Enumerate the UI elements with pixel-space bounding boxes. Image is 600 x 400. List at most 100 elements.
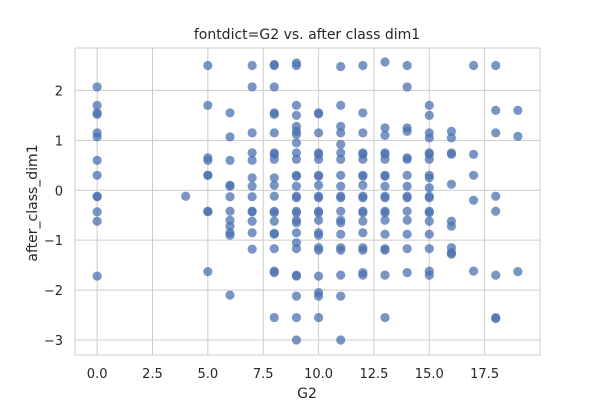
data-point	[513, 131, 523, 141]
data-point	[336, 291, 346, 301]
y-tick-label: −3	[44, 334, 63, 349]
data-point	[358, 270, 368, 280]
data-point	[491, 60, 501, 71]
y-axis-label: after_class_dim1	[25, 144, 41, 261]
data-point	[402, 268, 412, 278]
data-points	[92, 57, 523, 345]
data-point	[402, 215, 412, 225]
data-point	[269, 173, 279, 183]
data-point	[380, 181, 390, 191]
data-point	[291, 312, 302, 323]
data-point	[358, 208, 368, 218]
data-point	[313, 109, 324, 119]
data-point	[336, 61, 346, 72]
data-point	[291, 148, 302, 158]
data-point	[181, 191, 191, 201]
data-point	[402, 193, 412, 203]
data-point	[402, 170, 412, 180]
data-point	[203, 267, 213, 277]
y-tick-label: −1	[44, 234, 63, 249]
data-point	[468, 170, 479, 180]
data-point	[468, 149, 479, 159]
data-point	[313, 154, 324, 164]
data-point	[402, 181, 412, 191]
data-point	[269, 82, 279, 92]
data-point	[336, 229, 346, 239]
data-point	[225, 290, 235, 300]
data-point	[358, 128, 368, 138]
data-point	[291, 171, 302, 181]
data-point	[269, 154, 279, 164]
data-point	[291, 100, 302, 111]
data-point	[313, 171, 324, 181]
data-point	[225, 108, 235, 118]
data-point	[513, 267, 523, 277]
data-point	[291, 110, 302, 120]
data-point	[336, 148, 346, 158]
data-point	[247, 216, 257, 226]
data-point	[291, 154, 302, 164]
data-point	[446, 249, 457, 259]
data-point	[336, 154, 346, 164]
data-point	[225, 132, 235, 142]
data-point	[269, 216, 279, 226]
data-point	[269, 128, 279, 138]
data-point	[358, 108, 368, 118]
data-point	[468, 266, 479, 276]
data-point	[92, 132, 102, 142]
data-point	[513, 105, 523, 115]
data-point	[269, 60, 279, 71]
data-point	[92, 170, 102, 180]
data-point	[358, 154, 368, 164]
data-point	[313, 180, 324, 190]
x-tick-label: 0.0	[87, 367, 108, 382]
data-point	[247, 228, 257, 238]
y-tick-label: 0	[55, 184, 63, 199]
data-point	[291, 208, 302, 218]
data-point	[225, 221, 235, 231]
data-point	[225, 230, 235, 240]
data-point	[336, 100, 346, 111]
data-point	[402, 82, 412, 92]
chart-title: fontdict=G2 vs. after class dim1	[194, 27, 420, 43]
data-point	[269, 109, 279, 119]
y-tick-label: 2	[55, 84, 63, 99]
data-point	[247, 181, 257, 191]
data-point	[424, 154, 434, 164]
data-point	[247, 60, 257, 71]
data-point	[291, 291, 302, 301]
data-point	[336, 170, 346, 180]
data-point	[380, 229, 390, 239]
x-tick-label: 17.5	[470, 367, 499, 382]
data-point	[402, 154, 412, 164]
data-point	[336, 121, 346, 131]
data-point	[313, 312, 324, 323]
data-point	[247, 192, 257, 202]
data-point	[336, 206, 346, 216]
data-point	[92, 207, 102, 217]
data-point	[247, 207, 257, 217]
data-point	[291, 60, 302, 71]
data-point	[269, 312, 279, 323]
data-point	[491, 105, 501, 115]
data-point	[92, 216, 102, 226]
data-point	[424, 100, 434, 111]
data-point	[291, 193, 302, 203]
data-point	[336, 181, 346, 191]
data-point	[491, 206, 501, 216]
data-point	[446, 126, 457, 136]
data-point	[291, 129, 302, 139]
data-point	[380, 270, 390, 280]
data-point	[269, 191, 279, 201]
y-tick-label: 1	[55, 134, 63, 149]
data-point	[225, 192, 235, 202]
data-point	[424, 193, 434, 203]
data-point	[380, 123, 390, 133]
data-point	[402, 206, 412, 216]
data-point	[402, 229, 412, 239]
data-point	[358, 60, 368, 71]
data-point	[313, 271, 324, 281]
data-point	[92, 192, 102, 202]
data-point	[358, 228, 368, 238]
